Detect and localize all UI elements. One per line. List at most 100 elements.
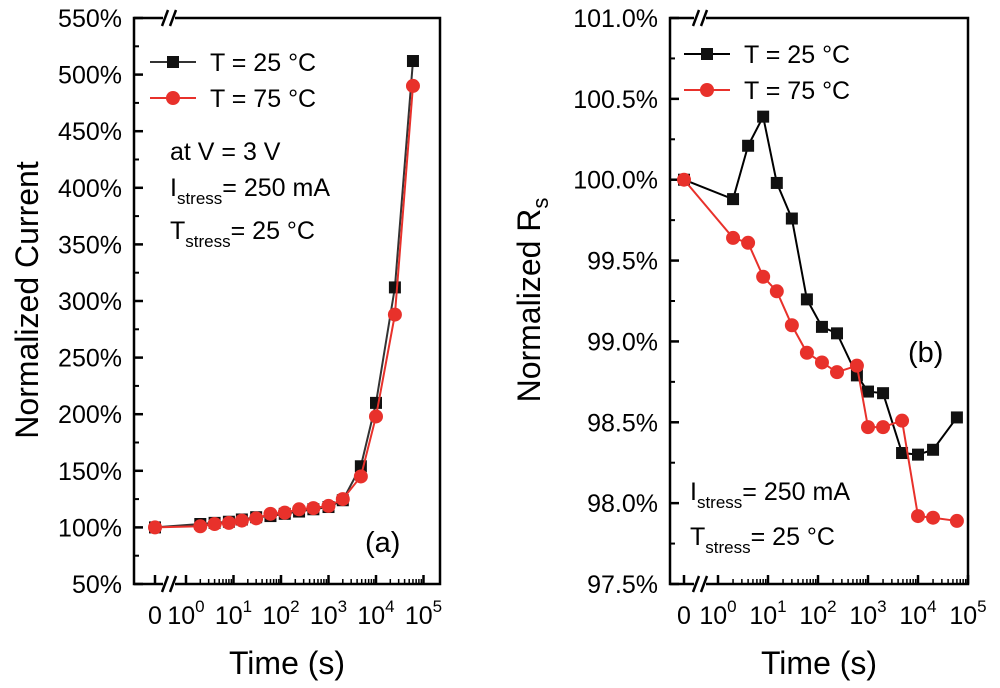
x-tick-label: 102 [262, 597, 299, 630]
legend-marker-square [701, 48, 713, 60]
data-point-square [831, 327, 844, 340]
panel-b-top-axis-break [691, 9, 709, 27]
data-point-circle [769, 284, 784, 299]
data-point-square [742, 139, 755, 152]
data-point-circle [784, 318, 799, 333]
panel-b-y-axis-title: Normalized Rs [511, 198, 553, 403]
panel-a-y-axis-title: Normalized Current [9, 161, 45, 439]
panel-a-istress-annotation: Istress= 250 mA [170, 174, 330, 208]
y-tick-label: 50% [72, 571, 122, 599]
data-point-square [896, 447, 909, 460]
y-tick-label: 100.5% [573, 86, 658, 114]
data-point-circle [949, 513, 964, 528]
panel-b-tstress-annotation: Tstress= 25 °C [690, 523, 835, 557]
panel-a-x-axis-title: Time (s) [229, 645, 345, 681]
panel-b-label: (b) [908, 337, 943, 369]
data-point-circle [335, 492, 350, 507]
data-point-circle [353, 469, 368, 484]
legend-entry-label: T = 75 °C [744, 77, 850, 105]
x-tick-label: 101 [215, 597, 252, 630]
y-tick-label: 99.0% [587, 328, 658, 356]
legend-marker-circle [166, 91, 180, 105]
data-point-square [927, 443, 940, 456]
data-point-circle [148, 520, 162, 535]
legend-entry-label: T = 75 °C [210, 85, 316, 113]
data-point-circle [861, 420, 875, 435]
legend-marker-square [167, 56, 179, 68]
panel-b-bottom-axis-break [691, 575, 709, 593]
panel-a-label: (a) [365, 527, 400, 559]
x-tick-label-zero: 0 [148, 602, 162, 630]
data-point-circle [321, 498, 336, 513]
y-tick-label: 550% [58, 5, 122, 33]
x-tick-label: 104 [357, 597, 394, 630]
x-tick-label: 105 [405, 597, 442, 630]
data-point-circle [405, 78, 420, 93]
data-point-circle [814, 355, 829, 370]
series-line-2 [683, 179, 958, 522]
data-point-square [785, 212, 798, 225]
series-line-1 [683, 113, 958, 456]
series-line-2 [154, 85, 414, 529]
x-tick-label: 101 [749, 597, 786, 630]
data-point-circle [895, 413, 910, 428]
data-point-circle [221, 515, 236, 530]
panel-b-chart: 97.5% 98.0% 98.5% 99.0% 99.5% 100.0% 100.5% 101… [511, 5, 987, 681]
data-point-square [388, 281, 401, 294]
panel-a-voltage-annotation: at V = 3 V [170, 138, 281, 166]
data-point-square [912, 448, 924, 461]
series-line-1 [154, 60, 414, 529]
legend-marker-circle [700, 83, 714, 97]
data-point-circle [207, 517, 222, 532]
data-point-circle [677, 172, 691, 187]
data-point-square [815, 320, 828, 333]
data-point-circle [306, 501, 321, 516]
data-point-circle [277, 505, 292, 520]
y-tick-label: 500% [58, 62, 122, 90]
x-tick-label-zero: 0 [677, 602, 691, 630]
data-point-circle [799, 345, 814, 360]
data-point-square [800, 293, 813, 306]
legend-entry-label: T = 25 °C [744, 41, 850, 69]
y-tick-label: 100% [58, 514, 122, 542]
x-tick-label: 100 [167, 597, 204, 630]
data-point-circle [911, 509, 925, 524]
data-point-square [862, 385, 874, 398]
data-point-circle [756, 269, 771, 284]
x-tick-label: 102 [799, 597, 836, 630]
data-point-circle [830, 365, 845, 380]
y-tick-label: 98.0% [587, 490, 658, 518]
data-point-circle [849, 358, 864, 373]
data-point-square [950, 411, 963, 424]
data-point-circle [387, 307, 402, 322]
y-tick-label: 400% [58, 175, 122, 203]
y-tick-label: 150% [58, 458, 122, 486]
panel-a-bottom-axis-break [160, 575, 178, 593]
data-point-circle [876, 420, 891, 435]
y-tick-label: 300% [58, 288, 122, 316]
y-tick-label: 350% [58, 231, 122, 259]
y-tick-label: 100.0% [573, 167, 658, 195]
panel-b-x-axis-title: Time (s) [761, 645, 877, 681]
data-point-circle [726, 230, 741, 245]
x-tick-label: 104 [899, 597, 936, 630]
panel-b-istress-annotation: Istress= 250 mA [690, 478, 850, 512]
y-tick-label: 450% [58, 118, 122, 146]
data-point-circle [741, 235, 756, 250]
data-point-circle [249, 511, 264, 526]
data-point-circle [193, 519, 208, 534]
data-point-square [877, 387, 890, 400]
x-tick-label: 103 [849, 597, 886, 630]
data-point-circle [234, 513, 249, 528]
panel-a-top-axis-break [160, 9, 178, 27]
x-tick-label: 100 [699, 597, 736, 630]
panel-a-chart: 50% 100% 150% 200% 250% 300% 350% 400% 450% 500% 5… [9, 5, 442, 681]
legend-entry-label: T = 25 °C [210, 49, 316, 77]
data-point-circle [263, 506, 278, 521]
y-tick-label: 200% [58, 401, 122, 429]
x-tick-label: 105 [949, 597, 986, 630]
data-point-circle [369, 409, 383, 424]
data-point-square [770, 176, 783, 189]
y-tick-label: 99.5% [587, 248, 658, 276]
